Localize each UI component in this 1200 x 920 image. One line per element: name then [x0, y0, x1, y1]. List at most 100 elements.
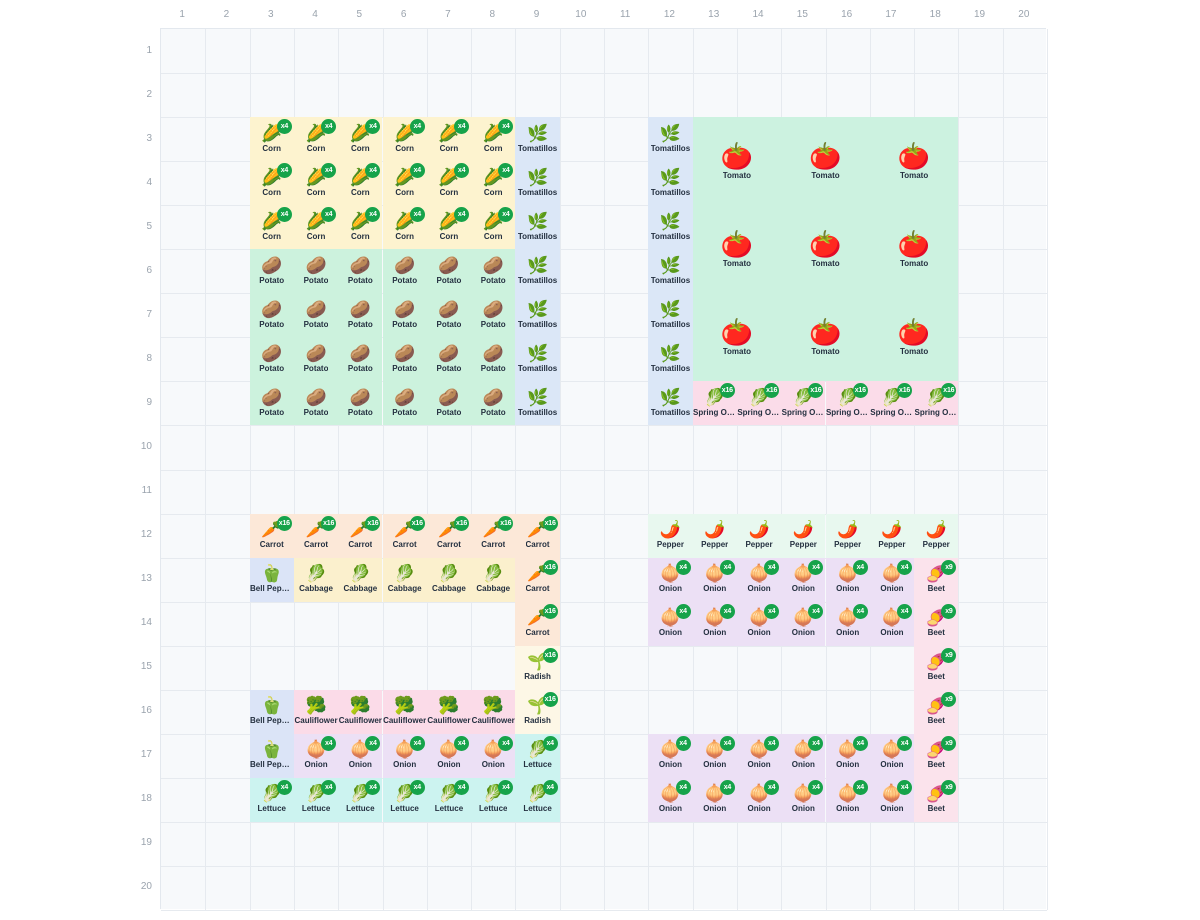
plant-cell[interactable]: 🧅 Onion x4 [692, 557, 737, 602]
plant-cell[interactable]: 🌽 Corn x4 [426, 205, 472, 250]
plant-cell[interactable]: 🌿 Tomatillos [648, 249, 693, 294]
plant-cell[interactable]: 🌿 Tomatillos [648, 117, 693, 162]
column-header-16[interactable]: 16 [841, 8, 853, 20]
plant-cell[interactable]: 🍠 Beet x9 [914, 557, 959, 602]
plant-cell[interactable]: 🌽 Corn x4 [382, 117, 427, 162]
plant-cell[interactable]: 🍠 Beet x9 [914, 601, 959, 646]
plant-cell[interactable]: 🥔 Potato [338, 337, 383, 382]
plant-cell[interactable]: 🫑 Bell Pepper [249, 557, 294, 602]
plant-cell[interactable]: 🥔 Potato [382, 249, 427, 294]
column-header-15[interactable]: 15 [796, 8, 808, 20]
plant-cell[interactable]: 🌶️ Pepper [648, 513, 693, 558]
row-header-18[interactable]: 18 [140, 793, 152, 805]
row-header-17[interactable]: 17 [140, 749, 152, 761]
plant-cell[interactable]: 🥕 Carrot x16 [249, 513, 294, 558]
plant-cell[interactable]: 🥔 Potato [338, 249, 383, 294]
column-header-14[interactable]: 14 [752, 8, 764, 20]
row-header-4[interactable]: 4 [146, 176, 152, 188]
plant-cell[interactable]: 🥬 Cabbage [293, 557, 339, 602]
plant-cell[interactable]: 🥔 Potato [471, 249, 516, 294]
plant-cell[interactable]: 🧅 Onion x4 [736, 557, 782, 602]
plant-cell[interactable]: 🍅 Tomato [869, 293, 959, 382]
plant-cell[interactable]: 🥦 Cauliflower [293, 689, 339, 734]
column-header-10[interactable]: 10 [575, 8, 587, 20]
plant-cell[interactable]: 🥬 Cabbage [471, 557, 516, 602]
plant-cell[interactable]: 🌽 Corn x4 [471, 117, 516, 162]
plant-cell[interactable]: 🥬 Cabbage [382, 557, 427, 602]
plant-cell[interactable]: 🥬 Spring On... x16 [914, 381, 959, 426]
plant-cell[interactable]: 🌿 Tomatillos [648, 161, 693, 206]
plant-cell[interactable]: 🧅 Onion x4 [471, 733, 516, 778]
plant-cell[interactable]: 🥔 Potato [382, 293, 427, 338]
row-header-5[interactable]: 5 [146, 220, 152, 232]
plant-cell[interactable]: 🌱 Radish x16 [515, 645, 560, 690]
plant-cell[interactable]: 🥔 Potato [426, 381, 472, 426]
plant-cell[interactable]: 🌿 Tomatillos [515, 381, 560, 426]
row-header-19[interactable]: 19 [140, 837, 152, 849]
plant-cell[interactable]: 🥔 Potato [338, 381, 383, 426]
plant-cell[interactable]: 🌽 Corn x4 [426, 161, 472, 206]
row-header-6[interactable]: 6 [146, 264, 152, 276]
column-header-3[interactable]: 3 [267, 8, 274, 20]
plant-cell[interactable]: 🌿 Tomatillos [515, 205, 560, 250]
row-header-9[interactable]: 9 [146, 396, 152, 408]
column-header-8[interactable]: 8 [489, 8, 496, 20]
plant-cell[interactable]: 🥔 Potato [471, 381, 516, 426]
plant-cell[interactable]: 🥬 Cabbage [426, 557, 472, 602]
row-header-20[interactable]: 20 [140, 881, 152, 893]
plant-cell[interactable]: 🥬 Lettuce x4 [382, 777, 427, 822]
plant-cell[interactable]: 🌿 Tomatillos [515, 117, 560, 162]
plant-cell[interactable]: 🥔 Potato [293, 293, 339, 338]
row-header-16[interactable]: 16 [140, 705, 152, 717]
plant-cell[interactable]: 🧅 Onion x4 [869, 601, 915, 646]
plant-cell[interactable]: 🧅 Onion x4 [825, 777, 870, 822]
plant-cell[interactable]: 🥬 Spring On... x16 [781, 381, 826, 426]
column-header-11[interactable]: 11 [619, 8, 631, 20]
plant-cell[interactable]: 🧅 Onion x4 [736, 601, 782, 646]
plant-cell[interactable]: 🌿 Tomatillos [648, 293, 693, 338]
plant-cell[interactable]: 🍠 Beet x9 [914, 733, 959, 778]
plant-cell[interactable]: 🥕 Carrot x16 [515, 557, 560, 602]
plant-cell[interactable]: 🌽 Corn x4 [293, 117, 339, 162]
plant-cell[interactable]: 🌽 Corn x4 [249, 205, 294, 250]
plant-cell[interactable]: 🥔 Potato [382, 337, 427, 382]
plant-cell[interactable]: 🥕 Carrot x16 [515, 513, 560, 558]
plant-cell[interactable]: 🧅 Onion x4 [825, 733, 870, 778]
plant-cell[interactable]: 🧅 Onion x4 [692, 601, 737, 646]
plant-cell[interactable]: 🌽 Corn x4 [338, 161, 383, 206]
plant-cell[interactable]: 🌽 Corn x4 [249, 117, 294, 162]
plant-cell[interactable]: 🥕 Carrot x16 [338, 513, 383, 558]
column-header-9[interactable]: 9 [533, 8, 540, 20]
plant-cell[interactable]: 🌶️ Pepper [825, 513, 870, 558]
plant-cell[interactable]: 🥔 Potato [338, 293, 383, 338]
column-header-18[interactable]: 18 [929, 8, 941, 20]
column-header-2[interactable]: 2 [223, 8, 230, 20]
plant-cell[interactable]: 🥔 Potato [293, 381, 339, 426]
plant-cell[interactable]: 🥦 Cauliflower [426, 689, 472, 734]
column-header-12[interactable]: 12 [663, 8, 675, 20]
plant-cell[interactable]: 🧅 Onion x4 [426, 733, 472, 778]
plant-cell[interactable]: 🌿 Tomatillos [515, 161, 560, 206]
plant-cell[interactable]: 🍅 Tomato [781, 293, 870, 382]
plant-cell[interactable]: 🌽 Corn x4 [293, 205, 339, 250]
plant-cell[interactable]: 🥔 Potato [249, 381, 294, 426]
plant-cell[interactable]: 🥦 Cauliflower [382, 689, 427, 734]
plant-cell[interactable]: 🌽 Corn x4 [249, 161, 294, 206]
plant-cell[interactable]: 🌿 Tomatillos [515, 249, 560, 294]
plant-cell[interactable]: 🧅 Onion x4 [781, 777, 826, 822]
plant-cell[interactable]: 🫑 Bell Pepper [249, 733, 294, 778]
plant-cell[interactable]: 🍅 Tomato [869, 117, 959, 206]
column-header-1[interactable]: 1 [179, 8, 185, 20]
plant-cell[interactable]: 🧅 Onion x4 [648, 777, 693, 822]
plant-cell[interactable]: 🥬 Cabbage [338, 557, 383, 602]
plant-cell[interactable]: 🧅 Onion x4 [293, 733, 339, 778]
plant-cell[interactable]: 🥔 Potato [249, 293, 294, 338]
plant-cell[interactable]: 🌽 Corn x4 [338, 205, 383, 250]
plant-cell[interactable]: 🍅 Tomato [781, 117, 870, 206]
plant-cell[interactable]: 🥬 Spring On... x16 [869, 381, 915, 426]
plant-cell[interactable]: 🧅 Onion x4 [648, 601, 693, 646]
plant-cell[interactable]: 🧅 Onion x4 [781, 733, 826, 778]
plant-cell[interactable]: 🍅 Tomato [869, 205, 959, 294]
row-header-14[interactable]: 14 [140, 617, 152, 629]
plant-cell[interactable]: 🌿 Tomatillos [648, 337, 693, 382]
